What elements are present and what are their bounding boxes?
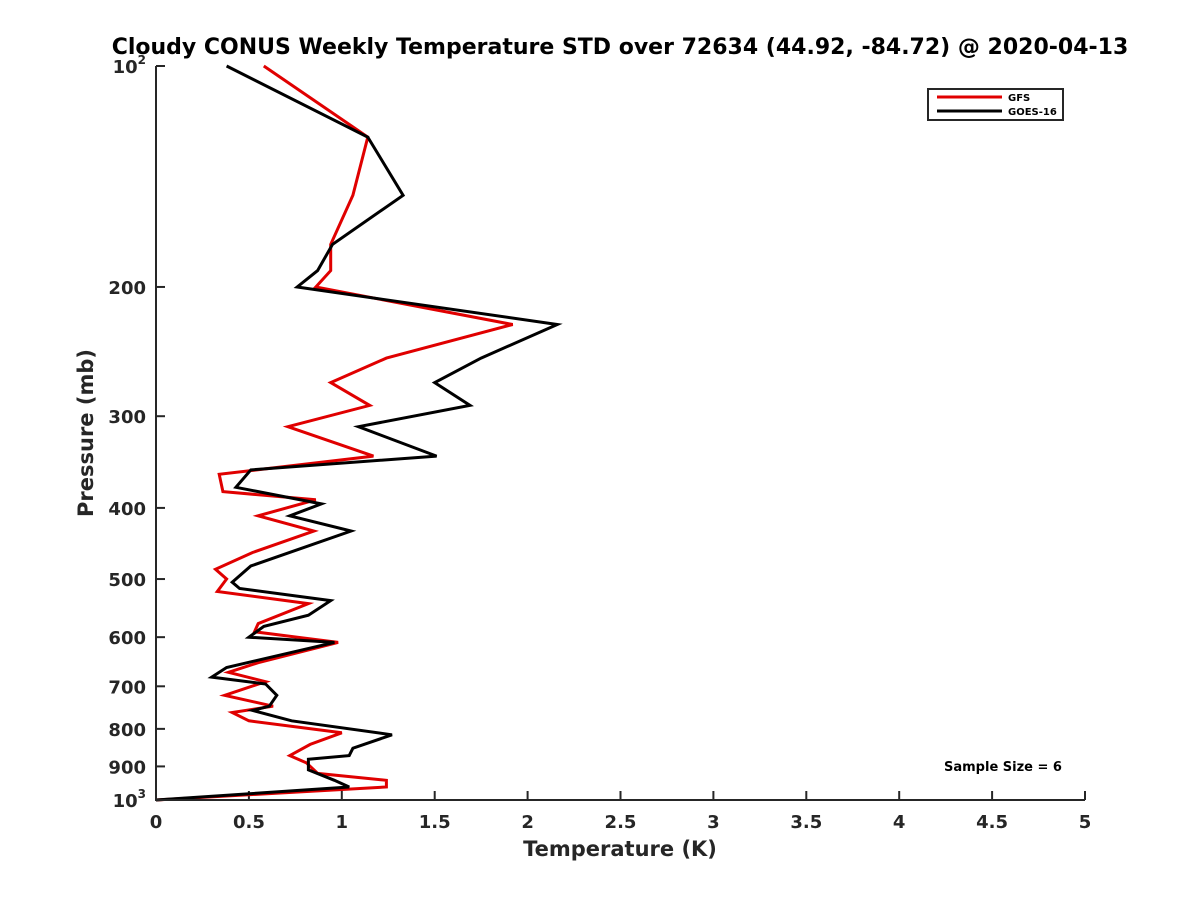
x-axis: 0 0.5 1 1.5 2 2.5 3 3.5 4 4.5 5 (150, 791, 1092, 833)
y-tick-label: 700 (108, 677, 146, 698)
axes-box (155, 66, 1085, 801)
plot-area (155, 64, 563, 802)
y-tick-label: 200 (108, 278, 146, 299)
legend: GFS GOES-16 (927, 88, 1064, 121)
y-axis: 102 200 300 400 500 600 700 800 900 103 (108, 53, 165, 812)
y-axis-label: Pressure (mb) (74, 349, 98, 517)
y-tick-label: 900 (108, 757, 146, 778)
y-tick-label: 102 (113, 53, 146, 78)
x-tick-label: 0.5 (233, 812, 265, 833)
chart-title: Cloudy CONUS Weekly Temperature STD over… (112, 35, 1129, 60)
y-tick-label: 600 (108, 628, 146, 649)
x-tick-label: 4.5 (976, 812, 1008, 833)
y-tick-label: 400 (108, 499, 146, 520)
legend-label-gfs: GFS (1008, 93, 1030, 104)
x-tick-label: 3.5 (790, 812, 822, 833)
x-tick-label: 1.5 (419, 812, 451, 833)
y-tick-label: 500 (108, 570, 146, 591)
series-line-goes-16 (155, 64, 563, 802)
legend-label-goes-16: GOES-16 (1008, 107, 1057, 118)
series-line-gfs (155, 64, 514, 802)
x-axis-label: Temperature (K) (523, 837, 717, 861)
y-tick-label: 103 (113, 787, 146, 812)
x-tick-label: 3 (707, 812, 720, 833)
y-tick-label: 300 (108, 407, 146, 428)
sample-size-annotation: Sample Size = 6 (944, 760, 1062, 775)
x-tick-label: 5 (1079, 812, 1092, 833)
x-tick-label: 0 (150, 812, 163, 833)
legend-box (927, 88, 1064, 121)
x-tick-label: 4 (893, 812, 906, 833)
x-tick-label: 2.5 (605, 812, 637, 833)
y-tick-label: 800 (108, 720, 146, 741)
x-tick-label: 2 (521, 812, 534, 833)
x-tick-label: 1 (336, 812, 349, 833)
